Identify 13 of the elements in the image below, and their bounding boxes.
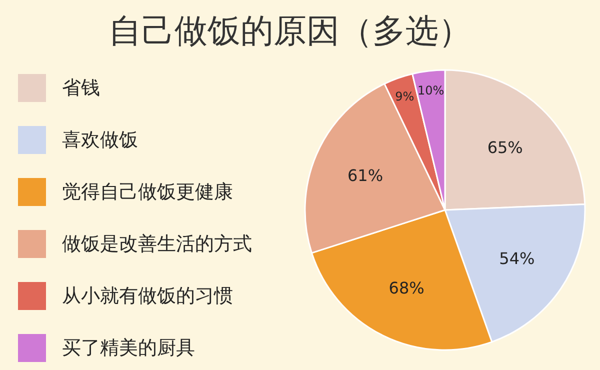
data-label: 9% [395,90,414,104]
legend-label: 省钱 [62,77,100,99]
legend-label: 做饭是改善生活的方式 [62,233,252,255]
legend-label: 从小就有做饭的习惯 [62,285,233,307]
data-label: 54% [499,249,535,268]
data-label: 61% [347,166,384,186]
legend-label: 觉得自己做饭更健康 [62,181,233,203]
legend-label: 喜欢做饭 [62,129,138,151]
chart-title: 自己做饭的原因（多选） [108,11,472,50]
data-label: 65% [487,138,523,157]
legend-label: 买了精美的厨具 [62,337,195,359]
data-label: 68% [388,278,424,298]
data-label: 10% [418,83,444,98]
